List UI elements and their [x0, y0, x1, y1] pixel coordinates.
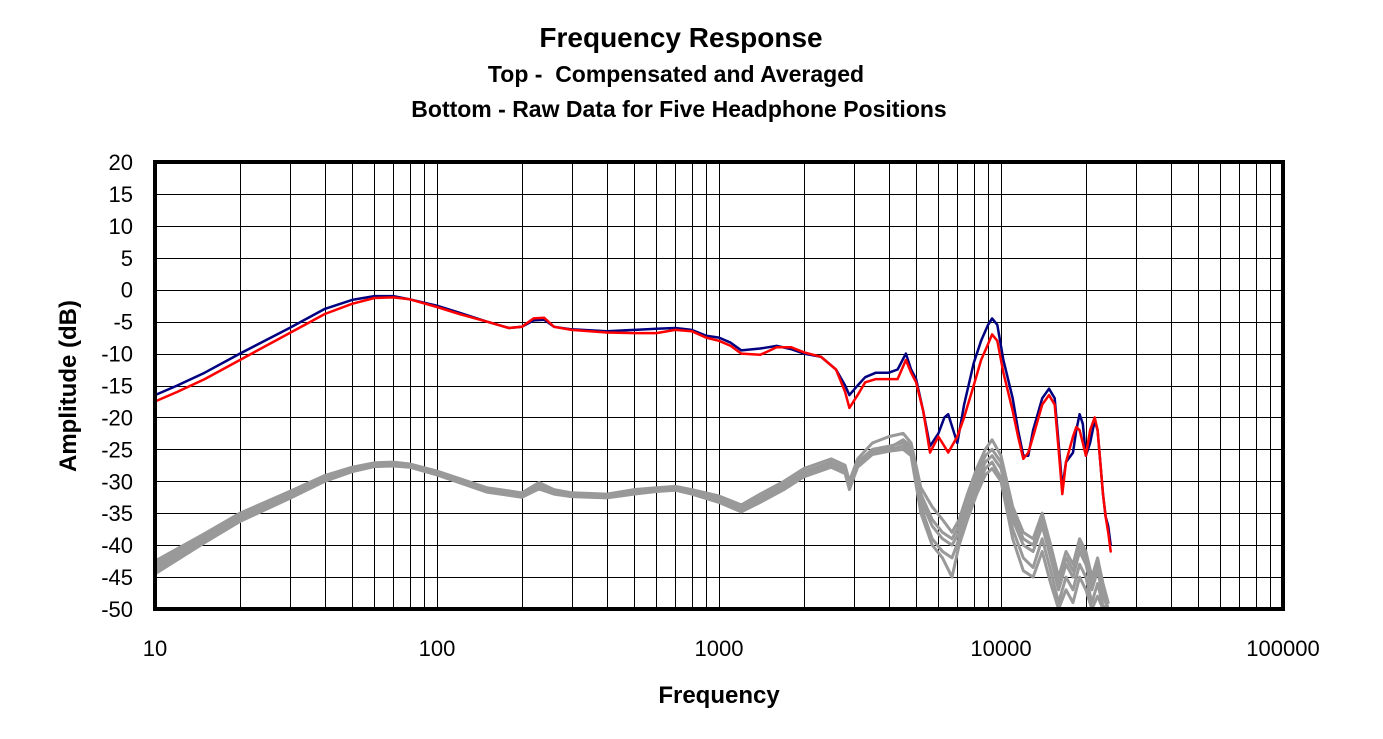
y-tick-label: 10: [109, 214, 133, 239]
x-tick-labels: 10 100 1000 10000 100000: [143, 636, 1320, 661]
chart-subtitle-line-1: Top - Compensated and Averaged: [488, 61, 864, 87]
series-line-6: [153, 447, 1110, 611]
y-tick-label: -30: [101, 469, 133, 494]
series-line-5: [153, 438, 1110, 611]
x-tick-label: 1000: [695, 636, 744, 661]
y-tick-labels: 20 15 10 5 0 -5 -10 -15 -20 -25 -30 -35 -40 -45 -50: [101, 150, 133, 622]
y-tick-label: -35: [101, 501, 133, 526]
y-tick-label: 5: [121, 246, 133, 271]
y-tick-label: 15: [109, 182, 133, 207]
x-tick-label: 100000: [1246, 636, 1319, 661]
y-tick-label: -5: [113, 310, 133, 335]
y-axis-label: Amplitude (dB): [55, 300, 82, 472]
y-tick-label: -40: [101, 533, 133, 558]
x-tick-label: 10: [143, 636, 167, 661]
y-tick-label: -15: [101, 374, 133, 399]
y-tick-label: -10: [101, 342, 133, 367]
y-tick-label: 0: [121, 278, 133, 303]
y-tick-label: -50: [101, 597, 133, 622]
y-tick-label: 20: [109, 150, 133, 175]
y-tick-label: -20: [101, 405, 133, 430]
grid-lines: [155, 162, 1283, 609]
x-tick-label: 100: [419, 636, 456, 661]
series-lines: [153, 294, 1112, 611]
y-tick-label: -45: [101, 565, 133, 590]
chart-title: Frequency Response: [539, 22, 822, 53]
chart-subtitle-line-2: Bottom - Raw Data for Five Headphone Pos…: [411, 96, 946, 122]
y-tick-label: -25: [101, 437, 133, 462]
series-line-1: [153, 296, 1112, 553]
plot-frame: [153, 160, 1285, 611]
x-axis-label: Frequency: [658, 682, 780, 709]
x-tick-label: 10000: [970, 636, 1031, 661]
